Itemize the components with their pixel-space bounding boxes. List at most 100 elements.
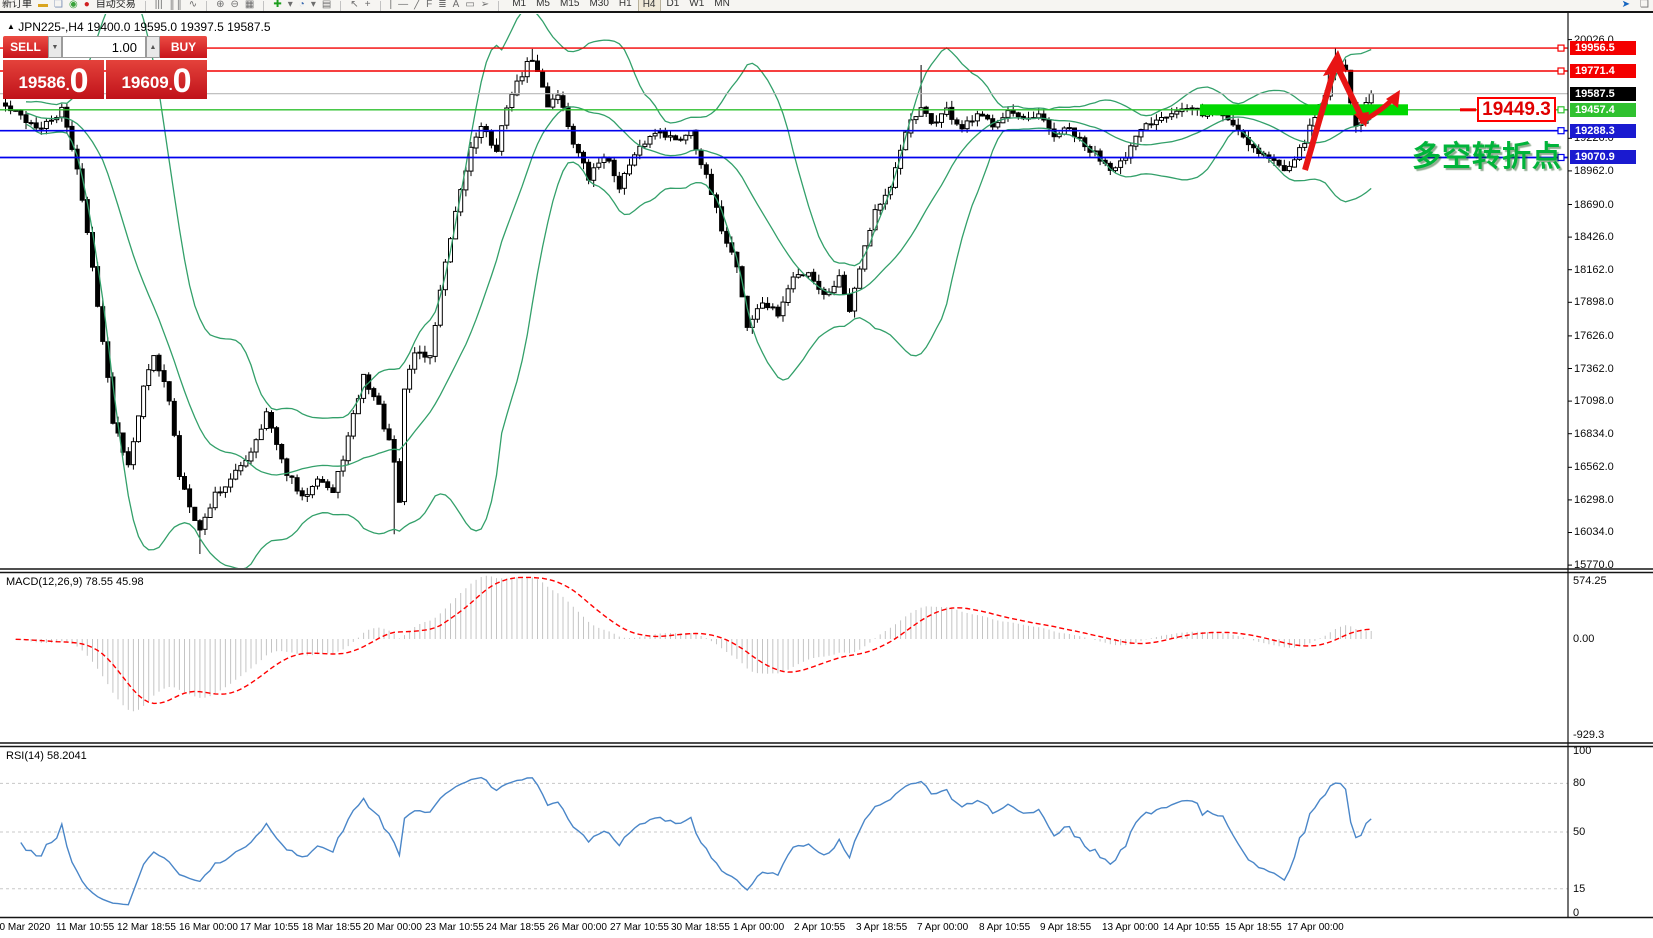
signal-icon[interactable]: ◉ bbox=[68, 0, 78, 10]
autotrade-icon[interactable]: ● bbox=[83, 0, 90, 10]
bars-icon[interactable]: ||| bbox=[154, 0, 163, 10]
timeframe-toolbar: M1 M5 M15 M30 H1 H4 D1 W1 MN bbox=[508, 0, 734, 11]
text-icon[interactable]: A bbox=[452, 0, 460, 10]
time-axis-label: 27 Mar 10:55 bbox=[610, 922, 669, 933]
time-axis-label: 3 Apr 18:55 bbox=[856, 922, 908, 933]
line-chart-icon[interactable]: ∿ bbox=[188, 0, 198, 10]
time-axis-label: 11 Mar 10:55 bbox=[56, 922, 115, 933]
price-level-badge: 19956.5 bbox=[1570, 41, 1636, 55]
zoom-in-icon[interactable]: ⊕ bbox=[216, 0, 225, 10]
pointer-icon[interactable]: ➤ bbox=[1621, 0, 1631, 10]
one-click-trading-panel: SELL ▼ 1.00 ▲ BUY 19586 . 0 19609 . 0 bbox=[3, 36, 207, 99]
hline-icon[interactable]: — bbox=[398, 0, 409, 10]
buy-price-button[interactable]: 19609 . 0 bbox=[106, 60, 207, 99]
price-level-badge: 19771.4 bbox=[1570, 64, 1636, 78]
dropdown-icon[interactable]: ▾ bbox=[287, 0, 293, 10]
rsi-scale-label: 0 bbox=[1573, 907, 1580, 919]
candles-icon[interactable]: ║║ bbox=[168, 0, 183, 10]
collapse-panel-icon[interactable]: ▲ bbox=[7, 22, 15, 31]
timeframe-button-w1[interactable]: W1 bbox=[689, 0, 705, 9]
channel-icon[interactable]: ≣ bbox=[438, 0, 447, 10]
price-tick-label: 16562.0 bbox=[1574, 461, 1614, 473]
timeframe-button-m15[interactable]: M15 bbox=[560, 0, 580, 9]
rsi-label: RSI(14) 58.2041 bbox=[6, 750, 87, 762]
price-tick-label: 18162.0 bbox=[1574, 264, 1614, 276]
price-level-badge: 19457.4 bbox=[1570, 103, 1636, 117]
timeframe-button-d1[interactable]: D1 bbox=[666, 0, 680, 9]
timeframe-button-m5[interactable]: M5 bbox=[536, 0, 550, 9]
macd-scale-label: 0.00 bbox=[1573, 633, 1595, 645]
timeframe-button-m1[interactable]: M1 bbox=[512, 0, 527, 9]
price-level-badge: 19288.3 bbox=[1570, 124, 1636, 138]
volume-input[interactable]: 1.00 bbox=[62, 36, 146, 58]
price-level-callout[interactable]: 19449.3 bbox=[1477, 97, 1556, 122]
cursor-icon[interactable]: ↖ bbox=[350, 0, 359, 10]
toolbar-separator bbox=[206, 1, 208, 11]
chat-icon[interactable]: ❑ bbox=[1640, 0, 1649, 10]
time-axis-label: 7 Apr 00:00 bbox=[917, 922, 969, 933]
symbol-label: JPN225-,H4 bbox=[18, 20, 84, 34]
arrows-icon[interactable]: ➢ bbox=[480, 0, 490, 10]
time-axis-label: 8 Apr 10:55 bbox=[979, 922, 1031, 933]
auto-trading-button[interactable]: 自动交易 bbox=[95, 0, 136, 10]
chart-area[interactable] bbox=[0, 13, 1653, 938]
timeframe-button-h1[interactable]: H1 bbox=[618, 0, 632, 9]
toolbar-separator bbox=[144, 1, 146, 11]
turning-point-text: 多空转折点 bbox=[1412, 141, 1563, 173]
rsi-scale-label: 80 bbox=[1573, 777, 1586, 789]
time-axis-label: 14 Apr 10:55 bbox=[1163, 922, 1220, 933]
timeframe-button-m30[interactable]: M30 bbox=[589, 0, 609, 9]
time-axis-label: 18 Mar 18:55 bbox=[302, 922, 361, 933]
templates-icon[interactable]: ▤ bbox=[321, 0, 332, 10]
zoom-out-icon[interactable]: ⊖ bbox=[230, 0, 239, 10]
rect-icon[interactable]: ▭ bbox=[465, 0, 475, 10]
buy-price-dot: . bbox=[168, 77, 173, 93]
periods-icon[interactable]: ◔ bbox=[298, 0, 305, 10]
macd-scale-label: -929.3 bbox=[1573, 729, 1605, 741]
toolbar-separator bbox=[263, 1, 265, 11]
sell-price-button[interactable]: 19586 . 0 bbox=[3, 60, 104, 99]
time-axis-label: 20 Mar 00:00 bbox=[363, 922, 422, 933]
time-axis-label: 15 Apr 18:55 bbox=[1225, 922, 1282, 933]
volume-decrease-button[interactable]: ▼ bbox=[48, 36, 62, 58]
fibo-icon[interactable]: F bbox=[426, 0, 433, 10]
rsi-scale-label: 15 bbox=[1573, 883, 1586, 895]
trendline-icon[interactable]: ╱ bbox=[414, 0, 421, 10]
crosshair-icon[interactable]: + bbox=[364, 0, 371, 10]
chart-window-icon[interactable]: ❏ bbox=[54, 0, 63, 10]
price-tick-label: 17626.0 bbox=[1574, 330, 1614, 342]
price-tick-label: 17898.0 bbox=[1574, 296, 1614, 308]
buy-button[interactable]: BUY bbox=[160, 36, 207, 58]
time-axis-label: 17 Apr 00:00 bbox=[1287, 922, 1344, 933]
time-axis-label: 12 Mar 18:55 bbox=[117, 922, 176, 933]
price-tick-label: 18962.0 bbox=[1574, 165, 1614, 177]
time-axis-label: 1 Apr 00:00 bbox=[733, 922, 785, 933]
time-axis-label: 16 Mar 00:00 bbox=[179, 922, 238, 933]
price-tick-label: 16034.0 bbox=[1574, 526, 1614, 538]
buy-price-big-digit: 0 bbox=[172, 62, 192, 100]
toolbar: 新订单 ▬ ❏ ◉ ● 自动交易 ||| ║║ ∿ ⊕ ⊖ ▦ ✚ ▾ ◔ ▾ … bbox=[0, 0, 1653, 13]
timeframe-button-mn[interactable]: MN bbox=[714, 0, 730, 9]
volume-increase-button[interactable]: ▲ bbox=[146, 36, 160, 58]
new-order-button[interactable]: 新订单 bbox=[2, 0, 32, 10]
price-level-badge: 19070.9 bbox=[1570, 150, 1636, 164]
time-axis-label: 9 Apr 18:55 bbox=[1040, 922, 1092, 933]
price-tick-label: 18690.0 bbox=[1574, 199, 1614, 211]
sell-button[interactable]: SELL bbox=[3, 36, 48, 58]
tile-windows-icon[interactable]: ▦ bbox=[244, 0, 255, 10]
indicators-icon[interactable]: ✚ bbox=[273, 0, 282, 10]
timeframe-button-h4[interactable]: H4 bbox=[637, 0, 661, 11]
sell-price-dot: . bbox=[65, 77, 70, 93]
rsi-scale-label: 100 bbox=[1573, 745, 1592, 757]
time-axis-label: 23 Mar 10:55 bbox=[425, 922, 484, 933]
time-axis-label: 13 Apr 00:00 bbox=[1102, 922, 1159, 933]
ohlc-values: 19400.0 19595.0 19397.5 19587.5 bbox=[86, 20, 271, 34]
vline-icon[interactable]: | bbox=[389, 0, 393, 10]
chart-title: ▲ JPN225-,H4 19400.0 19595.0 19397.5 195… bbox=[7, 20, 271, 34]
price-level-badge: 19587.5 bbox=[1570, 87, 1636, 101]
dropdown-icon[interactable]: ▾ bbox=[310, 0, 316, 10]
sell-price-big-digit: 0 bbox=[69, 62, 89, 100]
time-axis-label: 30 Mar 18:55 bbox=[671, 922, 730, 933]
new-order-icon[interactable]: ▬ bbox=[38, 0, 48, 10]
